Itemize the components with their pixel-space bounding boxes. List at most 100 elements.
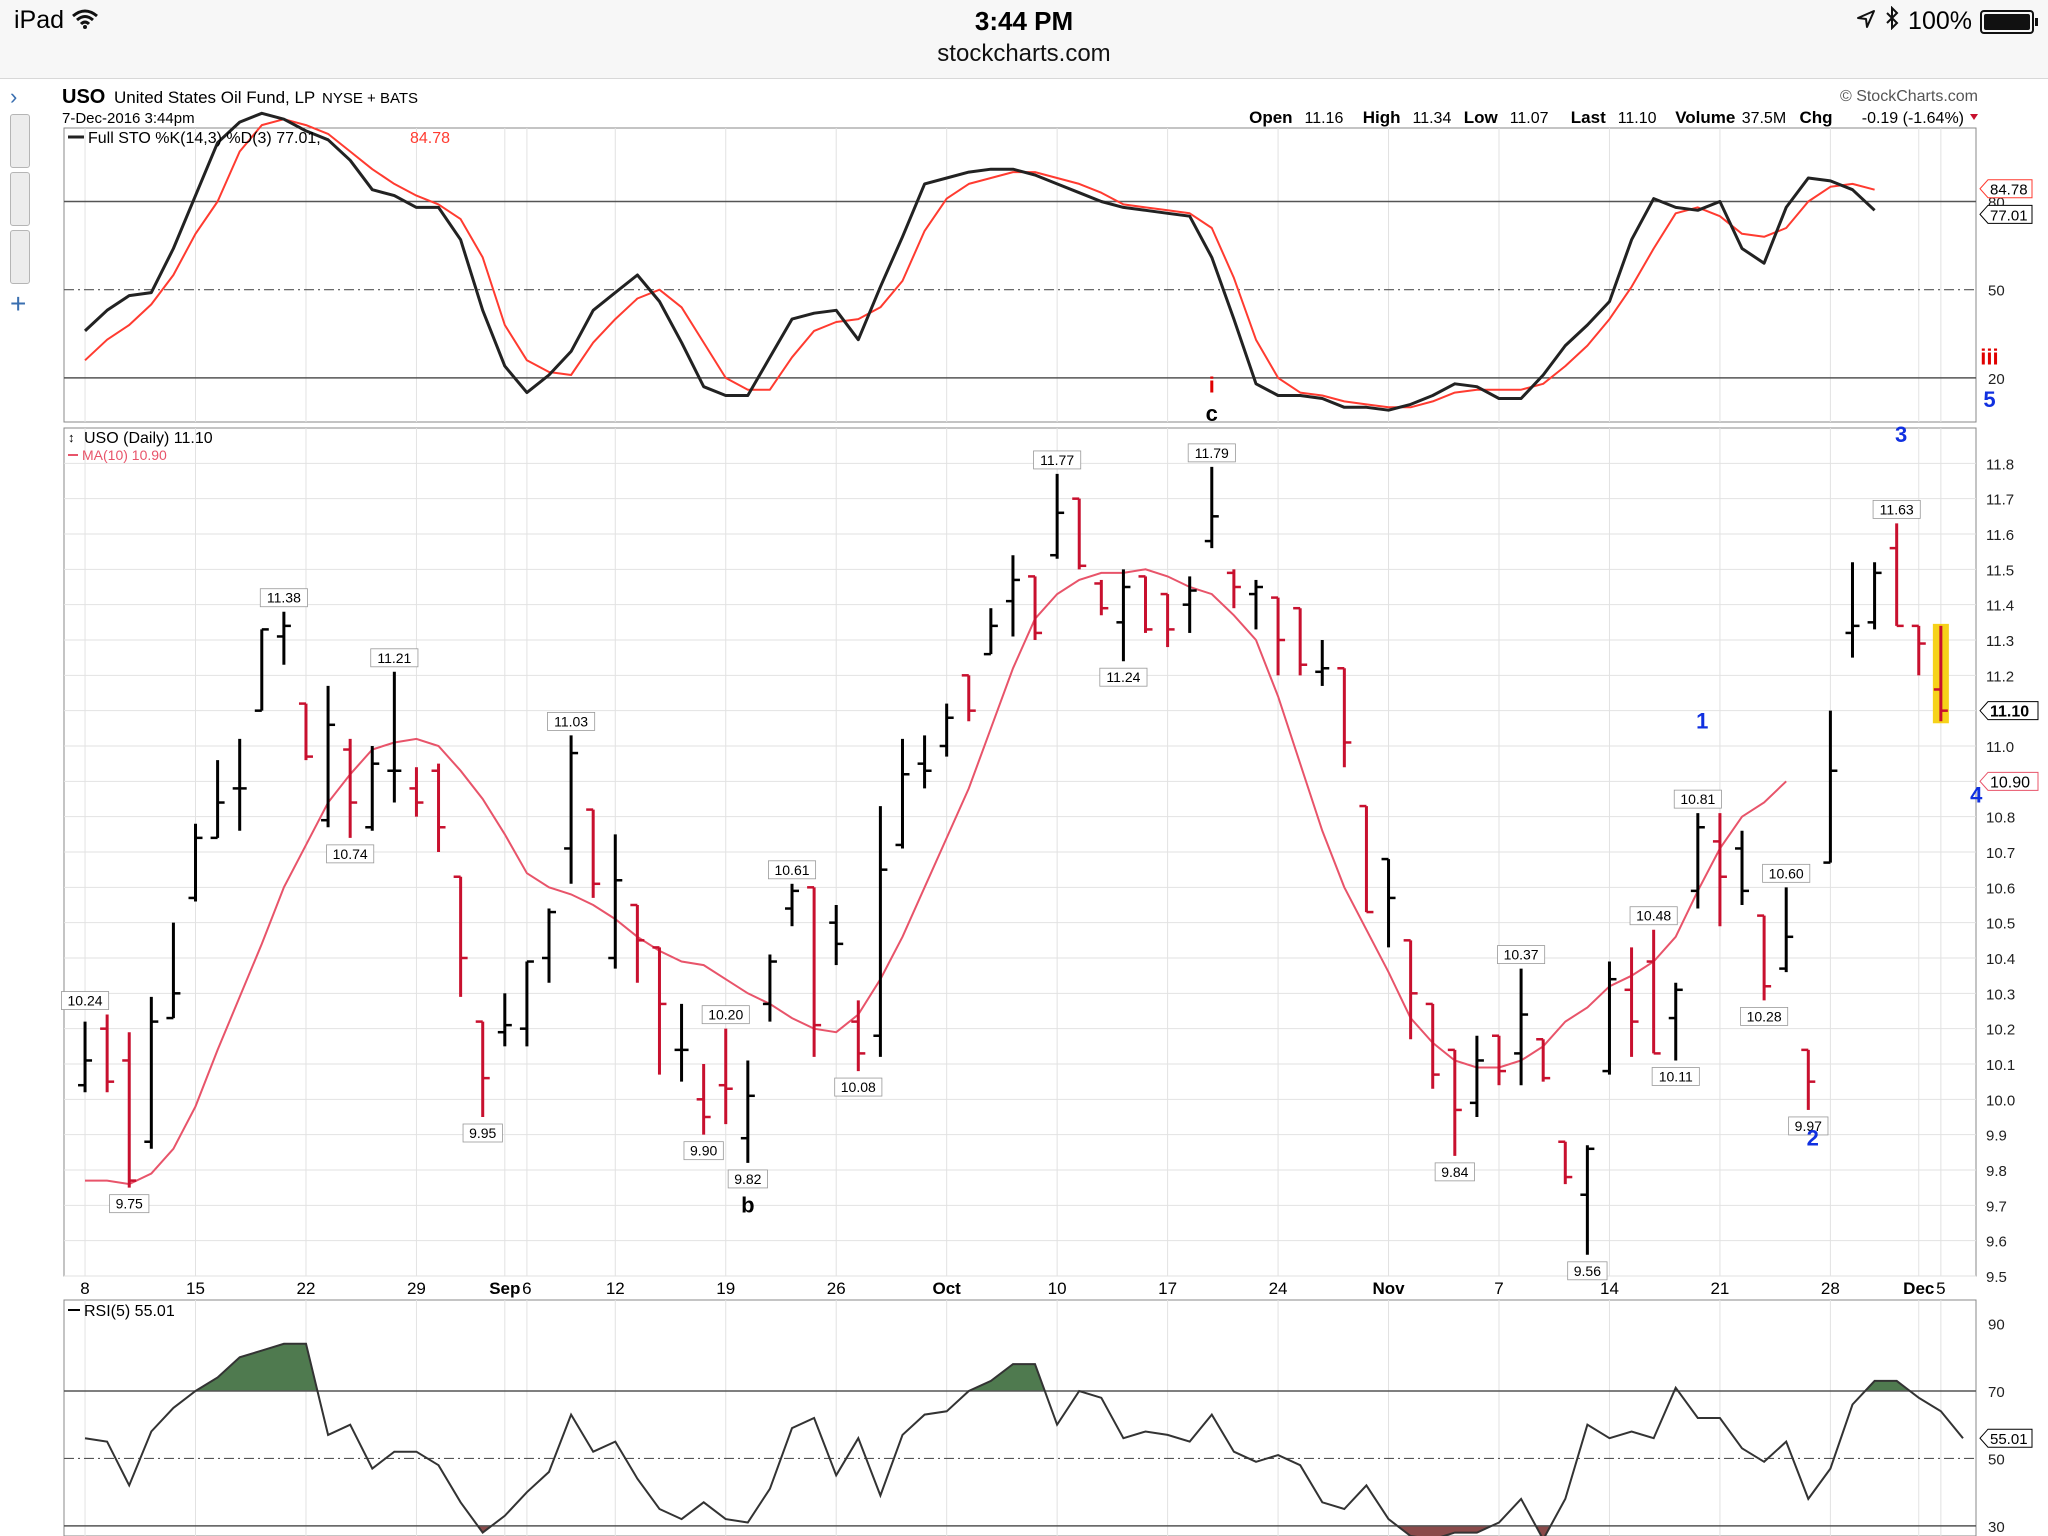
price-value-label-text: 9.75 xyxy=(116,1196,143,1212)
price-tick-label: 10.6 xyxy=(1986,880,2015,897)
price-tick-label: 11.3 xyxy=(1986,633,2014,650)
ohlc-bar xyxy=(1204,466,1219,549)
ohlc-bar xyxy=(1160,592,1175,648)
price-value-label-box xyxy=(547,712,596,731)
sto-legend-label: Full STO %K(14,3) %D(3) 77.01, xyxy=(88,130,321,147)
ohlc-legend-icon: ↕ xyxy=(68,430,75,445)
ohlc-bar xyxy=(1624,947,1639,1057)
ohlc-bar xyxy=(1823,710,1838,864)
security-name: United States Oil Fund, LP xyxy=(114,88,315,107)
ohlc-bar xyxy=(1381,857,1396,948)
ohlc-bar xyxy=(321,685,336,828)
price-value-label-text: 10.48 xyxy=(1636,908,1671,924)
status-bar: iPad 3:44 PM stockcharts.com 100% xyxy=(0,0,2048,79)
price-value-label-box xyxy=(727,1169,768,1189)
sto-tick-label: 20 xyxy=(1988,371,2005,388)
ohlc-bar xyxy=(1315,640,1330,686)
price-value-label-box xyxy=(683,1141,724,1161)
sto-series-k xyxy=(83,111,1876,412)
ohlc-bar xyxy=(1182,576,1197,633)
wifi-icon xyxy=(72,8,98,29)
tool-handle-1[interactable] xyxy=(10,114,30,168)
price-value-label: 11.03 xyxy=(547,712,596,731)
x-tick-label: 8 xyxy=(80,1279,89,1298)
expand-arrow-icon[interactable]: › xyxy=(10,84,18,109)
price-value-label: 9.95 xyxy=(462,1123,503,1143)
price-value-label: 11.24 xyxy=(1099,667,1148,687)
price-value-label-text: 10.37 xyxy=(1504,947,1539,963)
ohlc-bar xyxy=(1425,1002,1440,1089)
ohlc-bar xyxy=(564,735,579,884)
sto-tick-label: 50 xyxy=(1988,283,2005,300)
price-value-label-box xyxy=(768,860,817,880)
price-value-label-text: 11.77 xyxy=(1040,452,1074,468)
rsi-tick-label: 30 xyxy=(1988,1519,2005,1536)
wave-label: iii xyxy=(1980,344,1998,369)
price-last-value: 11.10 xyxy=(1990,704,2029,721)
tool-handle-3[interactable] xyxy=(10,230,30,284)
tool-handle-2[interactable] xyxy=(10,172,30,226)
ohlc-bar xyxy=(1580,1145,1595,1255)
ohlc-bar xyxy=(1116,569,1131,662)
ma-legend-label: MA(10) 10.90 xyxy=(82,447,167,463)
sto-last-value: 84.78 xyxy=(1990,182,2028,199)
ohlc-bar xyxy=(1138,575,1153,633)
ohlc-bar xyxy=(895,738,910,849)
ohlc-bar xyxy=(1889,523,1904,628)
quote-value: -0.19 (-1.64%) xyxy=(1862,110,1964,127)
price-value-label: 11.77 xyxy=(1033,450,1082,470)
wave-label: 3 xyxy=(1895,422,1907,447)
sto-legend-d-value: 84.78 xyxy=(410,130,450,147)
price-value-label-text: 9.95 xyxy=(469,1125,496,1141)
ohlc-bar xyxy=(122,1032,137,1188)
ohlc-bar xyxy=(365,746,380,831)
ohlc-bar xyxy=(232,738,247,831)
price-value-label-text: 11.24 xyxy=(1106,669,1140,685)
price-value-label-box xyxy=(1567,1261,1608,1281)
price-value-label: 10.61 xyxy=(768,860,817,880)
price-value-label-box xyxy=(109,1194,150,1214)
price-tick-label: 11.8 xyxy=(1986,456,2014,473)
wave-label: i xyxy=(1209,373,1215,398)
ohlc-bar xyxy=(1558,1140,1573,1185)
price-last-value-box xyxy=(1979,771,2039,791)
price-value-label: 11.21 xyxy=(370,648,419,668)
price-tick-label: 11.2 xyxy=(1986,668,2014,685)
price-value-label-text: 10.20 xyxy=(708,1007,743,1023)
ohlc-bar xyxy=(1271,596,1286,676)
add-indicator-icon[interactable]: + xyxy=(10,288,27,319)
rsi-last-value: 55.01 xyxy=(1990,1431,2028,1448)
price-value-label: 10.20 xyxy=(701,1005,750,1025)
rsi-panel-frame xyxy=(63,1299,1977,1536)
x-tick-label: 5 xyxy=(1936,1279,1945,1298)
price-tick-label: 10.3 xyxy=(1986,986,2015,1003)
price-value-label-text: 9.97 xyxy=(1795,1118,1822,1134)
price-value-label-text: 9.90 xyxy=(690,1143,717,1159)
quote-label: High xyxy=(1363,108,1401,127)
ohlc-bar xyxy=(1735,830,1750,905)
price-value-label: 10.81 xyxy=(1673,789,1722,809)
price-last-value: 10.90 xyxy=(1990,774,2030,791)
price-value-label-box xyxy=(1651,1067,1700,1086)
price-value-label-text: 10.61 xyxy=(774,862,809,878)
ohlc-bar xyxy=(851,1000,866,1072)
ohlc-bar xyxy=(1867,562,1882,630)
price-value-label-text: 11.79 xyxy=(1195,445,1229,461)
ohlc-bar xyxy=(1359,804,1374,914)
x-tick-label: Oct xyxy=(933,1279,962,1298)
rsi-tick-label: 70 xyxy=(1988,1384,2005,1401)
sto-last-value-box xyxy=(1979,179,2033,199)
price-value-label: 11.38 xyxy=(259,588,308,608)
ohlc-bar xyxy=(1845,562,1860,658)
ohlc-bar xyxy=(78,1021,93,1093)
price-value-label-text: 9.84 xyxy=(1441,1164,1468,1180)
x-tick-label: 7 xyxy=(1494,1279,1503,1298)
ohlc-bar xyxy=(343,738,358,838)
ohlc-bar xyxy=(740,1060,755,1163)
ohlc-bar xyxy=(1757,914,1772,1001)
x-tick-label: Dec xyxy=(1903,1279,1934,1298)
x-tick-label: 17 xyxy=(1158,1279,1177,1298)
address-bar-url[interactable]: stockcharts.com xyxy=(937,40,1111,67)
ohlc-bar xyxy=(1514,968,1529,1086)
rsi-oversold-fill xyxy=(1397,1525,1492,1536)
